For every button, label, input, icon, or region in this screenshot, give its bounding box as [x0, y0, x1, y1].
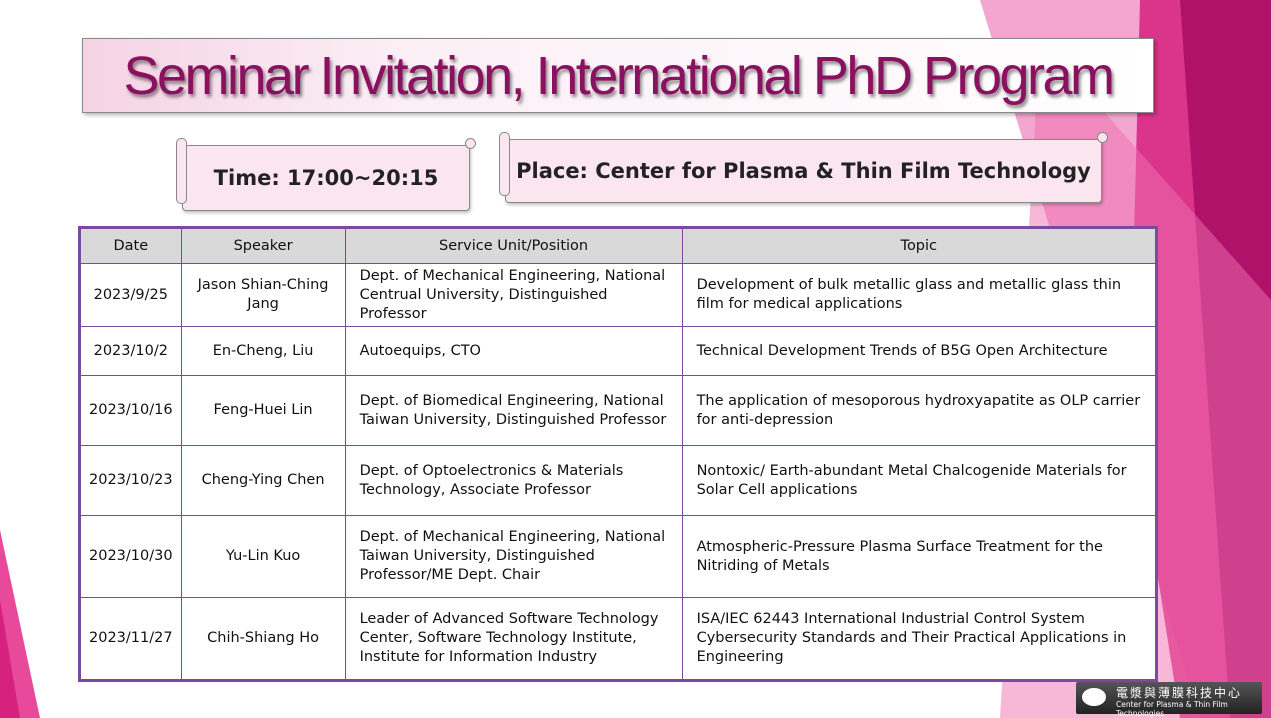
- page-title: Seminar Invitation, International PhD Pr…: [123, 45, 1115, 106]
- table-row: 2023/10/30 Yu-Lin Kuo Dept. of Mechanical …: [79, 515, 1158, 598]
- table-row: 2023/10/16 Feng-Huei Lin Dept. of Biomedic…: [79, 375, 1158, 446]
- logo-english: Center for Plasma & Thin Film Technologi…: [1116, 700, 1228, 718]
- title-banner: Seminar Invitation, International PhD Pr…: [82, 38, 1154, 113]
- table-header-row: Date Speaker Service Unit/Position Topic: [79, 227, 1158, 264]
- center-logo: 電漿與薄膜科技中心 Center for Plasma & Thin Film …: [1076, 682, 1262, 718]
- table-row: 2023/10/2 En-Cheng, Liu Autoequips, CTO Tec…: [79, 326, 1158, 376]
- cell-date: 2023/10/16: [79, 375, 182, 446]
- place-scroll: Place: Center for Plasma & Thin Film Tec…: [499, 132, 1108, 203]
- cell-speaker: Chih-Shiang Ho: [180, 597, 346, 681]
- cell-unit: Dept. of Biomedical Engineering, Nationa…: [344, 375, 683, 446]
- cell-topic: Nontoxic/ Earth-abundant Metal Chalcogen…: [681, 445, 1158, 516]
- table-row: 2023/11/27 Chih-Shiang Ho Leader of Advanc…: [79, 597, 1158, 681]
- cell-unit: Dept. of Mechanical Engineering, Nationa…: [344, 515, 683, 598]
- header-unit: Service Unit/Position: [344, 227, 683, 264]
- cell-unit: Autoequips, CTO: [344, 326, 683, 376]
- cell-topic: ISA/IEC 62443 International Industrial C…: [681, 597, 1158, 681]
- cell-date: 2023/10/23: [79, 445, 182, 516]
- cell-speaker: Yu-Lin Kuo: [180, 515, 346, 598]
- cell-speaker: Jason Shian-Ching Jang: [180, 263, 346, 327]
- seminar-schedule-table: Date Speaker Service Unit/Position Topic…: [78, 226, 1158, 682]
- cell-unit: Dept. of Mechanical Engineering, Nationa…: [344, 263, 683, 327]
- logo-chinese: 電漿與薄膜科技中心: [1116, 686, 1243, 700]
- cell-topic: Technical Development Trends of B5G Open…: [681, 326, 1158, 376]
- time-scroll: Time: 17:00~20:15: [176, 138, 476, 211]
- cell-topic: The application of mesoporous hydroxyapa…: [681, 375, 1158, 446]
- cell-speaker: Feng-Huei Lin: [180, 375, 346, 446]
- place-label: Place: Center for Plasma & Thin Film Tec…: [516, 159, 1091, 183]
- header-speaker: Speaker: [180, 227, 346, 264]
- cell-date: 2023/10/30: [79, 515, 182, 598]
- cell-topic: Development of bulk metallic glass and m…: [681, 263, 1158, 327]
- table-row: 2023/9/25 Jason Shian-Ching Jang Dept. of …: [79, 263, 1158, 327]
- cell-date: 2023/10/2: [79, 326, 182, 376]
- cell-date: 2023/11/27: [79, 597, 182, 681]
- logo-emblem-icon: [1082, 688, 1106, 706]
- cell-speaker: Cheng-Ying Chen: [180, 445, 346, 516]
- cell-date: 2023/9/25: [79, 263, 182, 327]
- time-label: Time: 17:00~20:15: [213, 166, 439, 190]
- cell-speaker: En-Cheng, Liu: [180, 326, 346, 376]
- cell-topic: Atmospheric-Pressure Plasma Surface Trea…: [681, 515, 1158, 598]
- cell-unit: Dept. of Optoelectronics & Materials Tec…: [344, 445, 683, 516]
- header-date: Date: [79, 227, 182, 264]
- header-topic: Topic: [681, 227, 1158, 264]
- table-row: 2023/10/23 Cheng-Ying Chen Dept. of Optoel…: [79, 445, 1158, 516]
- cell-unit: Leader of Advanced Software Technology C…: [344, 597, 683, 681]
